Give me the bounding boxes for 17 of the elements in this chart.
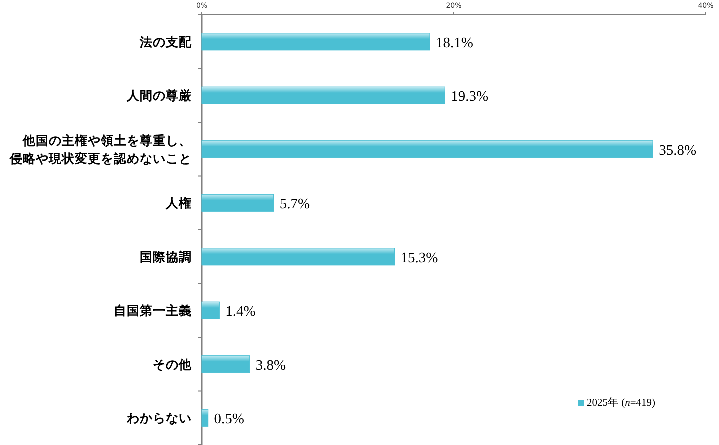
y-tick-label: 国際協調 xyxy=(140,249,192,264)
data-label: 18.1% xyxy=(436,35,474,52)
data-label: 0.5% xyxy=(214,412,245,428)
y-tick-label: 法の支配 xyxy=(139,34,193,50)
data-label: 3.8% xyxy=(256,358,286,374)
data-label: 15.3% xyxy=(400,250,438,266)
data-label: 19.3% xyxy=(451,89,489,106)
legend-label: 2025年 (n=419) xyxy=(587,397,656,409)
y-tick-label: 他国の主権や領土を尊重し、侵略や現状変更を認めないこと xyxy=(9,132,192,166)
data-label: 1.4% xyxy=(226,304,256,320)
y-tick-label: 自国第一主義 xyxy=(114,303,192,318)
data-label: 5.7% xyxy=(280,196,310,213)
y-tick-label: わからない xyxy=(126,410,192,426)
data-label: 35.8% xyxy=(659,142,697,159)
y-tick-label: 人権 xyxy=(165,196,192,211)
y-tick-label: その他 xyxy=(153,356,193,372)
y-tick-label: 人間の尊厳 xyxy=(126,88,192,104)
